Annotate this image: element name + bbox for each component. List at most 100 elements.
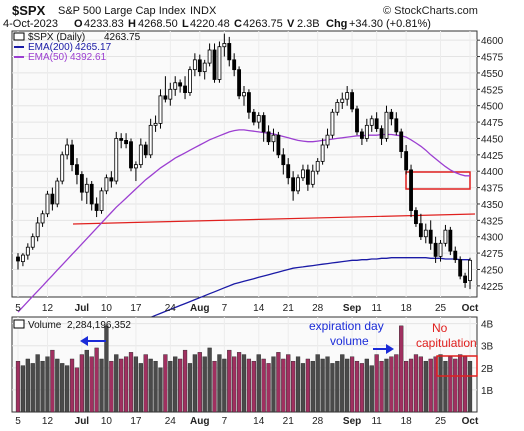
- candle: [330, 108, 335, 139]
- candle: [458, 256, 463, 280]
- volume-bar: [148, 358, 153, 413]
- candle: [50, 187, 55, 211]
- volume-bar: [207, 347, 212, 413]
- x-tick-label: 28: [312, 303, 324, 314]
- volume-bar: [276, 352, 281, 413]
- volume-bar: [241, 354, 247, 413]
- candle: [399, 128, 404, 159]
- price-tick-label: 4525: [481, 85, 504, 96]
- volume-bar: [138, 363, 143, 413]
- candle-body: [453, 250, 458, 261]
- x-tick-label: Oct: [462, 416, 479, 427]
- x-tick-label: Aug: [190, 303, 209, 314]
- volume-bar: [443, 360, 448, 413]
- price-tick-label: 4225: [481, 282, 504, 293]
- candle: [60, 151, 65, 185]
- candle: [45, 190, 50, 218]
- price-tick-label: 4475: [481, 118, 504, 129]
- candle: [183, 76, 187, 100]
- candle: [463, 272, 468, 288]
- candle-body: [25, 246, 30, 256]
- candle-body: [153, 122, 158, 126]
- candle-body: [359, 131, 364, 139]
- candle: [163, 76, 168, 103]
- candle: [374, 112, 379, 132]
- candle: [276, 131, 281, 159]
- candle-body: [232, 59, 237, 71]
- candle-body: [70, 144, 74, 166]
- candle-body: [158, 95, 163, 124]
- candle-body: [50, 193, 55, 205]
- volume-bar: [40, 360, 45, 413]
- candle-body: [409, 169, 413, 211]
- candle: [109, 171, 114, 188]
- candle: [119, 133, 124, 149]
- candle: [227, 36, 232, 67]
- candle-body: [222, 43, 227, 48]
- x-tick-label: 10: [101, 303, 113, 314]
- legend-ema200-label: EMA(200): [28, 42, 73, 53]
- volume-bar: [364, 358, 369, 413]
- volume-bar: [60, 363, 65, 413]
- candle: [65, 138, 70, 160]
- x-tick-label: 21: [283, 416, 295, 427]
- price-tick-label: 4425: [481, 151, 504, 162]
- candle: [369, 115, 374, 132]
- volume-legend-label: Volume: [28, 320, 62, 331]
- legend-ema50-label: EMA(50): [28, 52, 67, 63]
- candle: [320, 138, 325, 165]
- candle-body: [428, 229, 433, 244]
- candle: [84, 177, 89, 204]
- candle-body: [217, 46, 222, 80]
- volume-tick-label: 1B: [481, 386, 494, 397]
- volume-bar: [315, 354, 320, 413]
- candle: [222, 33, 227, 57]
- volume-legend: Volume 2,284,196,352: [13, 319, 131, 331]
- volume-bar: [222, 358, 227, 413]
- volume-bar: [413, 354, 419, 413]
- volume-bar: [50, 349, 55, 413]
- volume-bar: [114, 354, 119, 413]
- x-tick-label: 14: [253, 303, 265, 314]
- price-tick-label: 4450: [481, 134, 504, 145]
- candle-body: [183, 85, 187, 93]
- candle: [305, 164, 310, 191]
- x-tick-label: 10: [101, 416, 113, 427]
- candle: [70, 139, 74, 172]
- candle: [418, 213, 423, 240]
- candle: [99, 187, 104, 214]
- candle-body: [84, 183, 89, 193]
- x-tick-label: 24: [165, 416, 177, 427]
- candle-body: [355, 108, 359, 133]
- candle-body: [30, 236, 35, 248]
- candle-body: [261, 115, 266, 133]
- price-gridlines: [12, 31, 477, 297]
- volume-bar: [128, 352, 134, 413]
- candle: [114, 131, 119, 185]
- candle: [94, 197, 99, 218]
- price-tick-label: 4375: [481, 184, 504, 195]
- candle-body: [325, 134, 330, 146]
- price-tick-label: 4275: [481, 249, 504, 260]
- candle: [315, 158, 320, 175]
- candle: [433, 236, 438, 263]
- x-tick-label: 25: [435, 303, 447, 314]
- volume-tick-label: 3B: [481, 342, 494, 353]
- candle-body: [124, 140, 129, 145]
- candle-body: [458, 259, 463, 277]
- header-close-label: C: [234, 18, 242, 30]
- x-axis-labels-bottom: 5 12 Jul 10 17 24 Aug 7 14 21 28 Sep 11 18 25 Oct: [15, 416, 479, 427]
- volume-bar: [89, 356, 94, 413]
- candle-body: [173, 82, 178, 90]
- volume-bar: [168, 360, 173, 413]
- header-open: 4233.83: [84, 18, 124, 30]
- x-tick-label: 12: [42, 303, 54, 314]
- candle-body: [178, 82, 183, 87]
- candle-body: [374, 118, 379, 130]
- candle-body: [65, 144, 70, 156]
- volume-bar: [192, 354, 197, 413]
- volume-bar: [74, 367, 80, 413]
- chart-name: S&P 500 Large Cap Index: [58, 5, 186, 17]
- x-tick-label: Sep: [343, 416, 361, 427]
